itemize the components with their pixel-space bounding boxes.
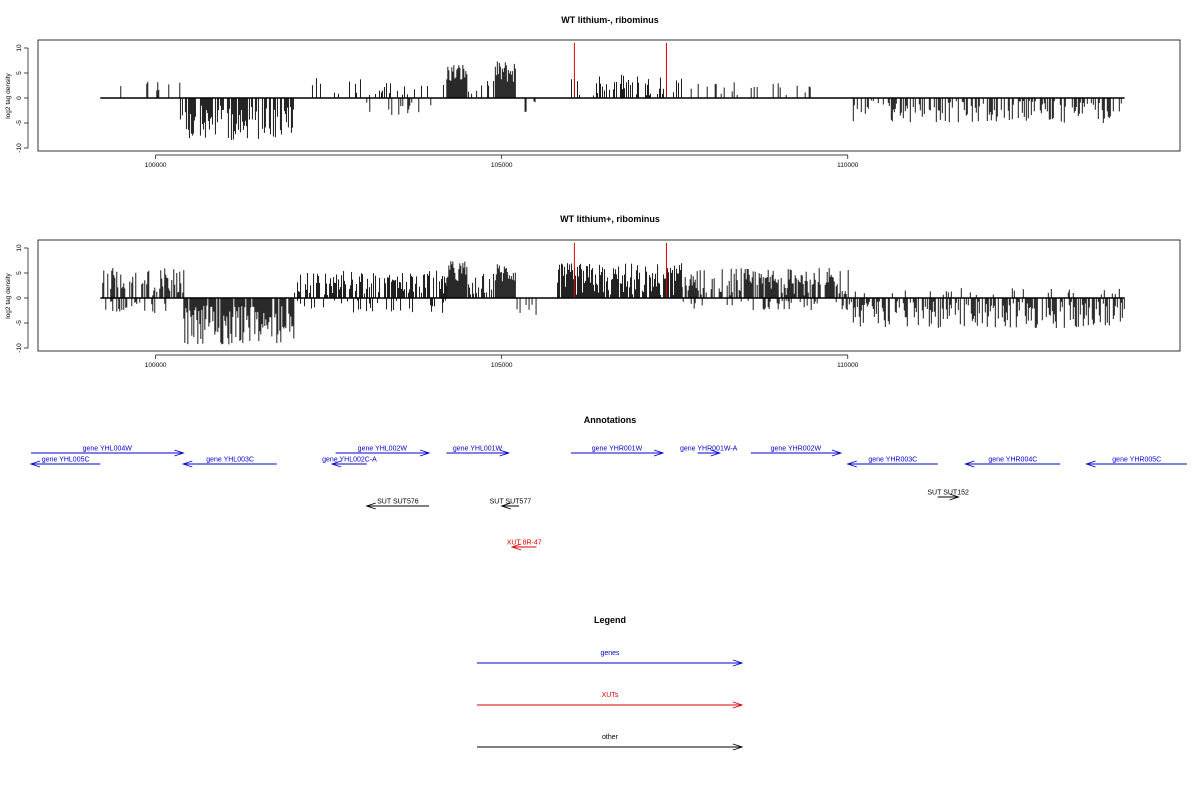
annotation-feature: gene YHR003C — [846, 457, 938, 468]
x-tick-label: 100000 — [145, 162, 167, 169]
density-bars — [102, 261, 1125, 345]
annotation-feature: gene YHR004C — [964, 457, 1061, 468]
plot-frame — [37, 39, 1181, 152]
legend-entry: other — [477, 734, 744, 751]
annotation-feature: gene YHL002C-A — [322, 457, 377, 468]
track-title: WT lithium-, ribominus — [561, 15, 659, 25]
y-tick-label: 10 — [16, 244, 23, 252]
feature-label: gene YHL005C — [42, 457, 90, 464]
feature-label: gene YHR001W — [592, 446, 643, 453]
annotation-feature: SUT SUT576 — [365, 499, 430, 510]
feature-arrow-head — [500, 502, 511, 510]
legend: Legend genes XUTs other — [477, 615, 744, 751]
x-tick-label: 110000 — [837, 362, 859, 369]
annotation-items: gene YHL005C gene YHL004W gene YHL003C gene… — [29, 446, 1187, 551]
feature-arrow-head — [499, 449, 511, 457]
plot-frame — [37, 239, 1181, 352]
y-tick-label: 5 — [16, 271, 23, 275]
y-axis-label: log2 tag density — [5, 272, 12, 318]
x-axis: 100000 105000 110000 — [145, 154, 859, 169]
feature-arrow-head — [1085, 460, 1096, 468]
y-tick-label: 5 — [16, 71, 23, 75]
feature-label: XUT 8R-47 — [507, 540, 542, 547]
annotation-feature: gene YHL004W — [31, 446, 185, 457]
annotation-feature: gene YHL003C — [181, 457, 277, 468]
y-tick-label: 0 — [16, 96, 23, 100]
y-axis-label: log2 tag density — [5, 72, 12, 118]
red-markers — [573, 43, 667, 98]
feature-label: gene YHR003C — [868, 457, 917, 464]
feature-label: gene YHL003C — [206, 457, 254, 464]
legend-arrow-head — [732, 743, 744, 751]
annotation-feature: gene YHR002W — [750, 446, 843, 457]
track-panel-lithium-plus: WT lithium+, ribominus log2 tag density … — [5, 214, 1181, 369]
feature-label: SUT SUT577 — [490, 499, 532, 506]
track-panel-lithium-minus: WT lithium-, ribominus log2 tag density … — [5, 15, 1181, 169]
feature-label: gene YHL001W — [453, 446, 503, 453]
feature-arrow-head — [419, 449, 431, 457]
y-axis: -10 -5 0 5 10 — [16, 244, 29, 353]
feature-arrow-head — [964, 460, 975, 468]
feature-arrow-head — [710, 449, 722, 457]
feature-label: gene YHR001W-A — [680, 446, 738, 453]
feature-label: SUT SUT152 — [927, 490, 969, 497]
legend-entry: genes — [477, 650, 744, 667]
density-bars — [120, 61, 1122, 140]
legend-items: genes XUTs other — [477, 650, 744, 751]
annotation-feature: gene YHR005C — [1085, 457, 1187, 468]
y-tick-label: -10 — [16, 343, 23, 353]
legend-label: other — [602, 734, 619, 741]
y-tick-label: 10 — [16, 44, 23, 52]
legend-title: Legend — [594, 615, 626, 625]
feature-label: gene YHR002W — [771, 446, 822, 453]
annotations-title: Annotations — [584, 415, 637, 425]
feature-arrow-head — [174, 449, 185, 457]
feature-label: gene YHR004C — [988, 457, 1037, 464]
feature-arrow-head — [29, 460, 41, 468]
feature-label: SUT SUT576 — [377, 499, 419, 506]
track-title: WT lithium+, ribominus — [560, 214, 660, 224]
feature-label: gene YHR005C — [1112, 457, 1161, 464]
annotation-feature: SUT SUT577 — [490, 499, 532, 510]
y-tick-label: 0 — [16, 296, 23, 300]
feature-label: gene YHL004W — [83, 446, 133, 453]
annotation-feature: SUT SUT152 — [927, 490, 969, 501]
annotation-feature: XUT 8R-47 — [507, 540, 542, 551]
x-tick-label: 110000 — [837, 162, 859, 169]
feature-arrow-head — [181, 460, 193, 468]
legend-label: genes — [600, 650, 620, 657]
annotation-feature: gene YHL002W — [335, 446, 431, 457]
annotation-feature: gene YHR001W — [570, 446, 665, 457]
annotation-feature: gene YHR001W-A — [680, 446, 738, 457]
feature-label: gene YHL002W — [358, 446, 408, 453]
y-tick-label: -5 — [16, 120, 23, 126]
red-markers — [573, 243, 667, 298]
y-tick-label: -5 — [16, 320, 23, 326]
annotation-feature: gene YHL005C — [29, 457, 101, 468]
feature-label: gene YHL002C-A — [322, 457, 377, 464]
legend-entry: XUTs — [477, 692, 744, 709]
x-tick-label: 100000 — [145, 362, 167, 369]
y-axis: -10 -5 0 5 10 — [16, 44, 29, 153]
y-tick-label: -10 — [16, 143, 23, 153]
feature-arrow-head — [831, 449, 843, 457]
legend-arrow-head — [732, 659, 744, 667]
feature-arrow-head — [846, 460, 857, 468]
annotation-feature: gene YHL001W — [446, 446, 511, 457]
x-axis: 100000 105000 110000 — [145, 354, 859, 369]
feature-arrow-head — [949, 493, 960, 501]
x-tick-label: 105000 — [491, 162, 513, 169]
x-tick-label: 105000 — [491, 362, 513, 369]
feature-arrow-head — [510, 543, 522, 551]
feature-arrow-head — [653, 449, 665, 457]
legend-arrow-head — [732, 701, 744, 709]
feature-arrow-head — [330, 460, 342, 468]
feature-arrow-head — [365, 502, 376, 510]
legend-label: XUTs — [602, 692, 619, 699]
